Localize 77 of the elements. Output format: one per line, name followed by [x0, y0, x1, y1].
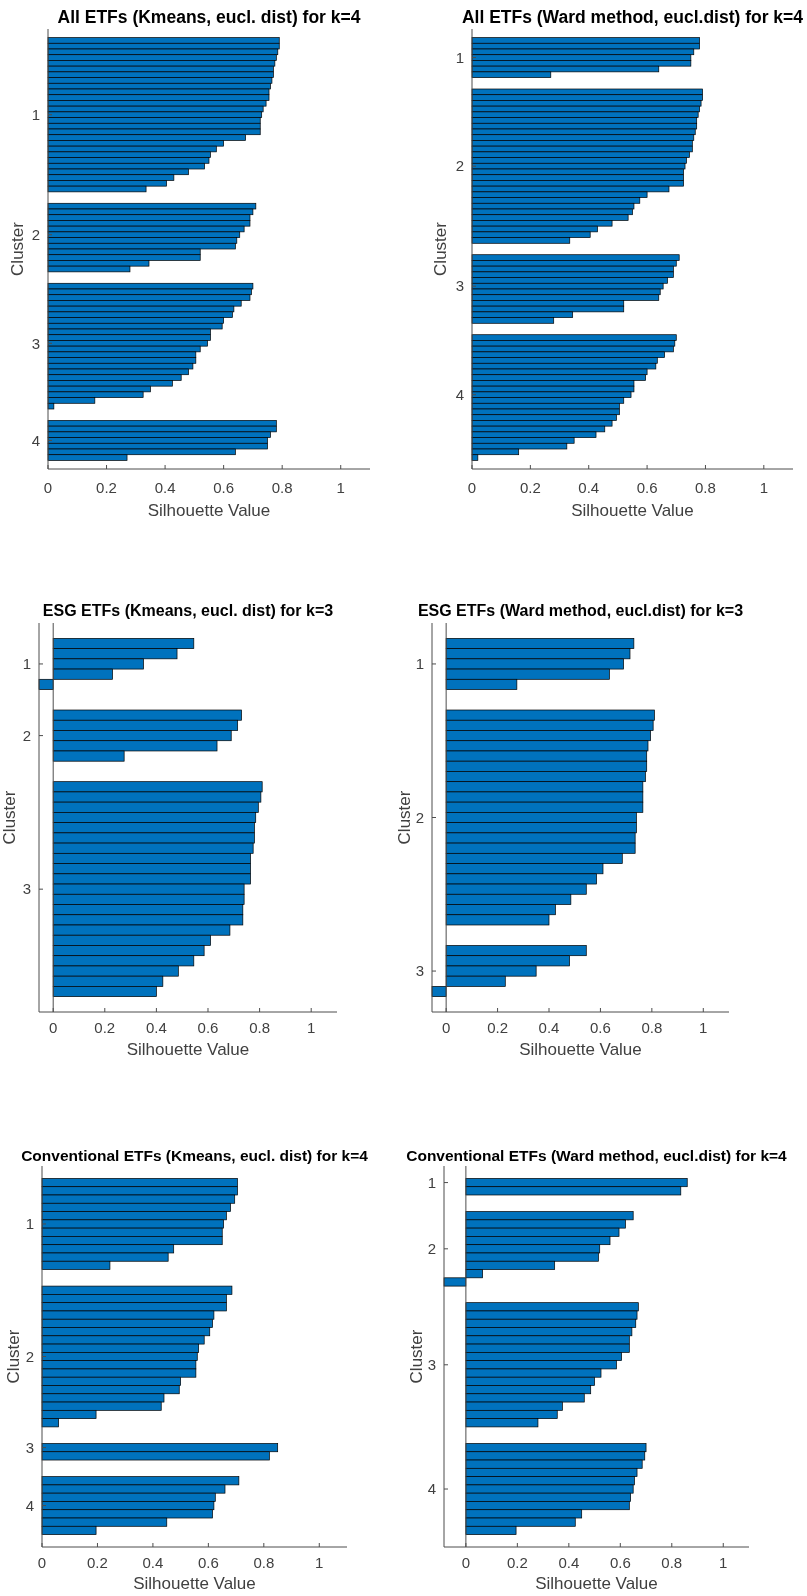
- y-tick-label: 2: [31, 225, 40, 243]
- x-tick-label: 1: [699, 1019, 708, 1036]
- x-tick-label: 0.6: [636, 479, 658, 496]
- y-tick-label: 2: [427, 1240, 436, 1258]
- x-tick-label: 1: [719, 1554, 728, 1571]
- y-tick-label: 3: [31, 334, 40, 352]
- x-tick-label: 0: [43, 479, 53, 496]
- y-tick-label: 4: [25, 1496, 34, 1514]
- x-axis-title: Silhouette Value: [571, 501, 694, 520]
- y-tick-label: 1: [455, 48, 464, 66]
- x-tick-label: 0.4: [145, 1019, 167, 1036]
- x-tick-label: 0.6: [197, 1019, 219, 1036]
- y-axis-title: Cluster: [3, 1329, 23, 1384]
- x-tick-label: 0.4: [558, 1554, 580, 1571]
- y-tick-label: 4: [31, 431, 40, 449]
- chart-title: ESG ETFs (Ward method, eucl.dist) for k=3: [417, 602, 744, 619]
- x-tick-label: 0: [37, 1554, 47, 1571]
- x-tick-label: 0.8: [249, 1019, 271, 1036]
- x-tick-label: 0.4: [154, 479, 176, 496]
- chart-title: ESG ETFs (Kmeans, eucl. dist) for k=3: [42, 602, 334, 619]
- y-axis-title: Cluster: [7, 221, 27, 276]
- y-tick-label: 4: [455, 385, 464, 403]
- x-tick-label: 0.2: [96, 479, 117, 496]
- y-tick-label: 3: [25, 1438, 34, 1456]
- x-tick-label: 0.8: [641, 1019, 663, 1036]
- x-tick-label: 0: [49, 1019, 58, 1036]
- x-axis-title: Silhouette Value: [133, 1574, 256, 1593]
- x-tick-label: 0.8: [695, 479, 716, 496]
- y-axis-title: Cluster: [0, 790, 19, 845]
- x-tick-label: 0: [467, 479, 477, 496]
- x-axis-title: Silhouette Value: [126, 1040, 250, 1059]
- y-tick-label: 2: [22, 726, 31, 744]
- x-tick-label: 1: [315, 1554, 324, 1571]
- x-tick-label: 0.6: [213, 479, 235, 496]
- y-tick-label: 3: [427, 1356, 436, 1374]
- y-tick-label: 1: [427, 1173, 436, 1191]
- x-tick-label: 0.8: [661, 1554, 683, 1571]
- x-tick-label: 0.2: [94, 1019, 116, 1036]
- y-tick-label: 1: [415, 655, 424, 673]
- y-tick-label: 3: [415, 962, 424, 980]
- y-tick-label: 4: [427, 1480, 436, 1498]
- chart-title: Conventional ETFs (Ward method, eucl.dist) for k=4: [406, 1147, 788, 1164]
- x-tick-label: 0.6: [609, 1554, 631, 1571]
- y-tick-label: 1: [22, 655, 31, 673]
- y-axis-title: Cluster: [430, 221, 450, 276]
- x-axis-title: Silhouette Value: [147, 501, 271, 520]
- bar: [443, 1277, 467, 1287]
- y-tick-label: 2: [25, 1347, 34, 1365]
- x-tick-label: 0.6: [197, 1554, 219, 1571]
- chart-title: All ETFs (Ward method, eucl.dist) for k=4: [461, 7, 804, 27]
- x-tick-label: 0: [441, 1019, 451, 1036]
- y-axis-title: Cluster: [394, 790, 414, 845]
- x-axis-title: Silhouette Value: [535, 1574, 658, 1593]
- y-tick-label: 1: [31, 105, 40, 123]
- x-tick-label: 0.2: [487, 1019, 508, 1036]
- x-tick-label: 1: [307, 1019, 316, 1036]
- x-tick-label: 1: [759, 479, 768, 496]
- y-tick-label: 2: [455, 157, 464, 175]
- y-tick-label: 2: [415, 808, 424, 826]
- chart-title: All ETFs (Kmeans, eucl. dist) for k=4: [57, 7, 361, 27]
- y-axis-title: Cluster: [406, 1329, 426, 1384]
- x-tick-label: 0.2: [519, 479, 541, 496]
- x-tick-label: 0.2: [87, 1554, 108, 1571]
- y-tick-label: 1: [25, 1215, 34, 1233]
- x-tick-label: 0.4: [538, 1019, 560, 1036]
- x-tick-label: 0.8: [271, 479, 293, 496]
- chart-title: Conventional ETFs (Kmeans, eucl. dist) for k=4: [21, 1147, 369, 1164]
- x-tick-label: 0.4: [142, 1554, 164, 1571]
- x-tick-label: 0: [461, 1554, 471, 1571]
- y-tick-label: 3: [455, 277, 464, 295]
- x-tick-label: 0.6: [590, 1019, 611, 1036]
- x-tick-label: 0.2: [506, 1554, 528, 1571]
- x-tick-label: 0.8: [253, 1554, 275, 1571]
- x-axis-title: Silhouette Value: [519, 1040, 642, 1059]
- y-tick-label: 3: [22, 880, 31, 898]
- x-tick-label: 0.4: [578, 479, 600, 496]
- x-tick-label: 1: [336, 479, 345, 496]
